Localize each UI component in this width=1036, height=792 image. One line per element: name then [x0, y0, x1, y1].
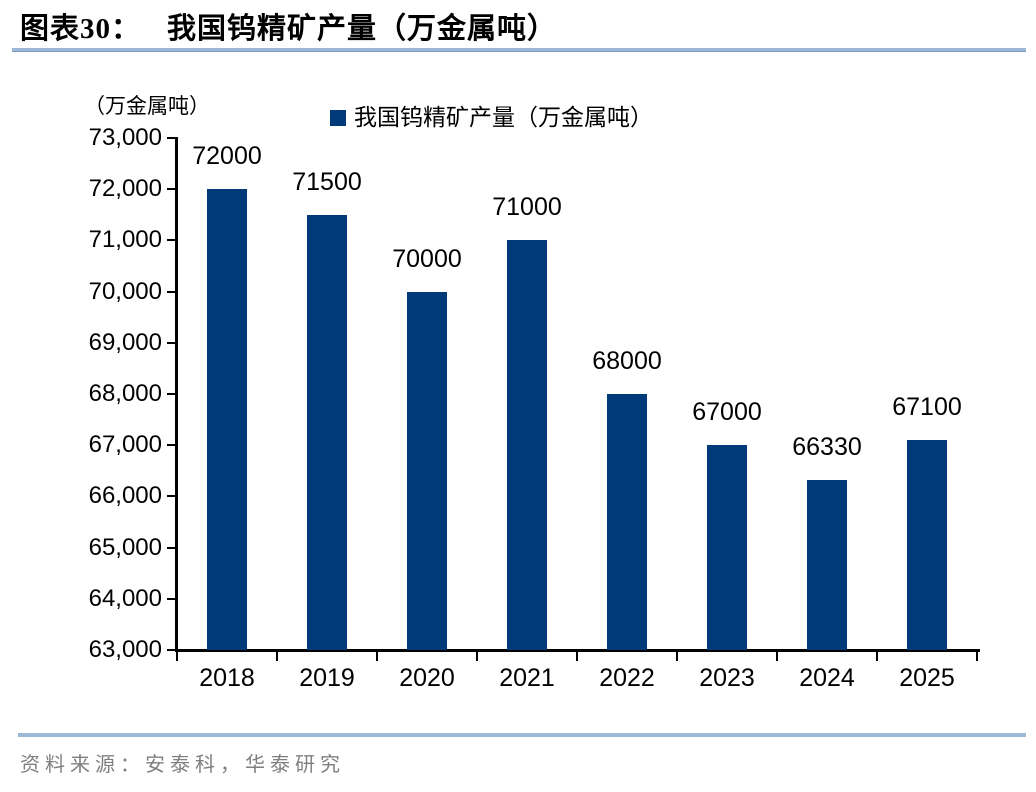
x-axis-label-2023: 2023	[699, 664, 755, 692]
y-axis-tick	[167, 393, 175, 395]
chart-legend: 我国钨精矿产量（万金属吨）	[330, 98, 653, 132]
x-axis-tick	[776, 650, 778, 661]
value-label-2020: 70000	[392, 244, 462, 273]
source-text: 资料来源：安泰科，华泰研究	[20, 754, 345, 776]
x-axis-tick	[576, 650, 578, 661]
y-axis-tick	[167, 597, 175, 600]
y-axis-tick	[167, 546, 175, 549]
legend-label: 我国钨精矿产量（万金属吨）	[354, 105, 653, 130]
y-axis-tick-label: 71,000	[88, 226, 162, 254]
y-axis-unit-label: （万金属吨）	[84, 94, 210, 118]
header-divider	[12, 48, 1026, 52]
y-axis-tick-label: 73,000	[88, 124, 162, 151]
value-label-2025: 67100	[892, 393, 962, 422]
x-axis-label-2018: 2018	[199, 664, 255, 692]
y-axis-tick-label: 65,000	[88, 533, 162, 561]
x-axis-label-2021: 2021	[499, 664, 555, 692]
bar-2024	[807, 479, 847, 650]
x-axis-tick	[276, 650, 278, 661]
y-axis-tick	[167, 137, 175, 139]
x-axis-label-2020: 2020	[399, 664, 455, 692]
y-axis-tick-label: 72,000	[88, 175, 162, 203]
y-axis-tick	[167, 444, 175, 447]
value-label-2023: 67000	[692, 398, 762, 427]
bar-2021	[507, 240, 547, 650]
x-axis-label-2024: 2024	[799, 664, 855, 692]
y-axis-tick-label: 68,000	[88, 380, 162, 407]
y-axis-tick-label: 67,000	[88, 431, 162, 459]
x-axis-label-2025: 2025	[899, 664, 955, 692]
value-label-2021: 71000	[492, 193, 562, 222]
y-axis-tick	[167, 649, 175, 651]
y-axis-tick	[167, 188, 175, 191]
x-axis-tick	[376, 650, 378, 661]
y-axis-tick	[167, 239, 175, 242]
bar-2023	[707, 445, 747, 650]
bar-2022	[607, 394, 647, 650]
legend-square-icon	[330, 109, 346, 126]
bar-2019	[307, 214, 347, 650]
figure-label: 图表30：	[20, 13, 142, 45]
bar-2020	[407, 291, 447, 650]
value-label-2022: 68000	[592, 347, 662, 375]
bar-2018	[207, 189, 247, 650]
y-axis-tick-label: 66,000	[88, 482, 162, 510]
y-axis-tick-label: 63,000	[88, 636, 162, 663]
value-label-2024: 66330	[792, 432, 862, 461]
x-axis-tick	[476, 650, 478, 661]
y-axis-tick-label: 69,000	[88, 328, 162, 356]
bar-2025	[907, 440, 947, 650]
figure-header: 图表30： 我国钨精矿产量（万金属吨）	[20, 6, 1026, 46]
y-axis-tick	[167, 495, 175, 498]
x-axis-tick	[876, 650, 878, 661]
x-axis-label-2019: 2019	[299, 664, 355, 692]
x-axis-label-2022: 2022	[599, 664, 655, 692]
y-axis-line	[175, 137, 178, 651]
x-axis-tick	[676, 650, 678, 661]
chart-title: 我国钨精矿产量（万金属吨）	[167, 13, 558, 45]
y-axis-tick-label: 64,000	[88, 584, 162, 612]
y-axis-tick-label: 70,000	[88, 277, 162, 305]
y-axis-tick	[167, 290, 175, 293]
value-label-2019: 71500	[292, 167, 362, 196]
x-axis-tick	[976, 650, 978, 661]
x-axis-tick	[176, 650, 178, 661]
value-label-2018: 72000	[192, 142, 262, 171]
footer-divider	[18, 733, 1026, 737]
y-axis-tick	[167, 341, 175, 344]
